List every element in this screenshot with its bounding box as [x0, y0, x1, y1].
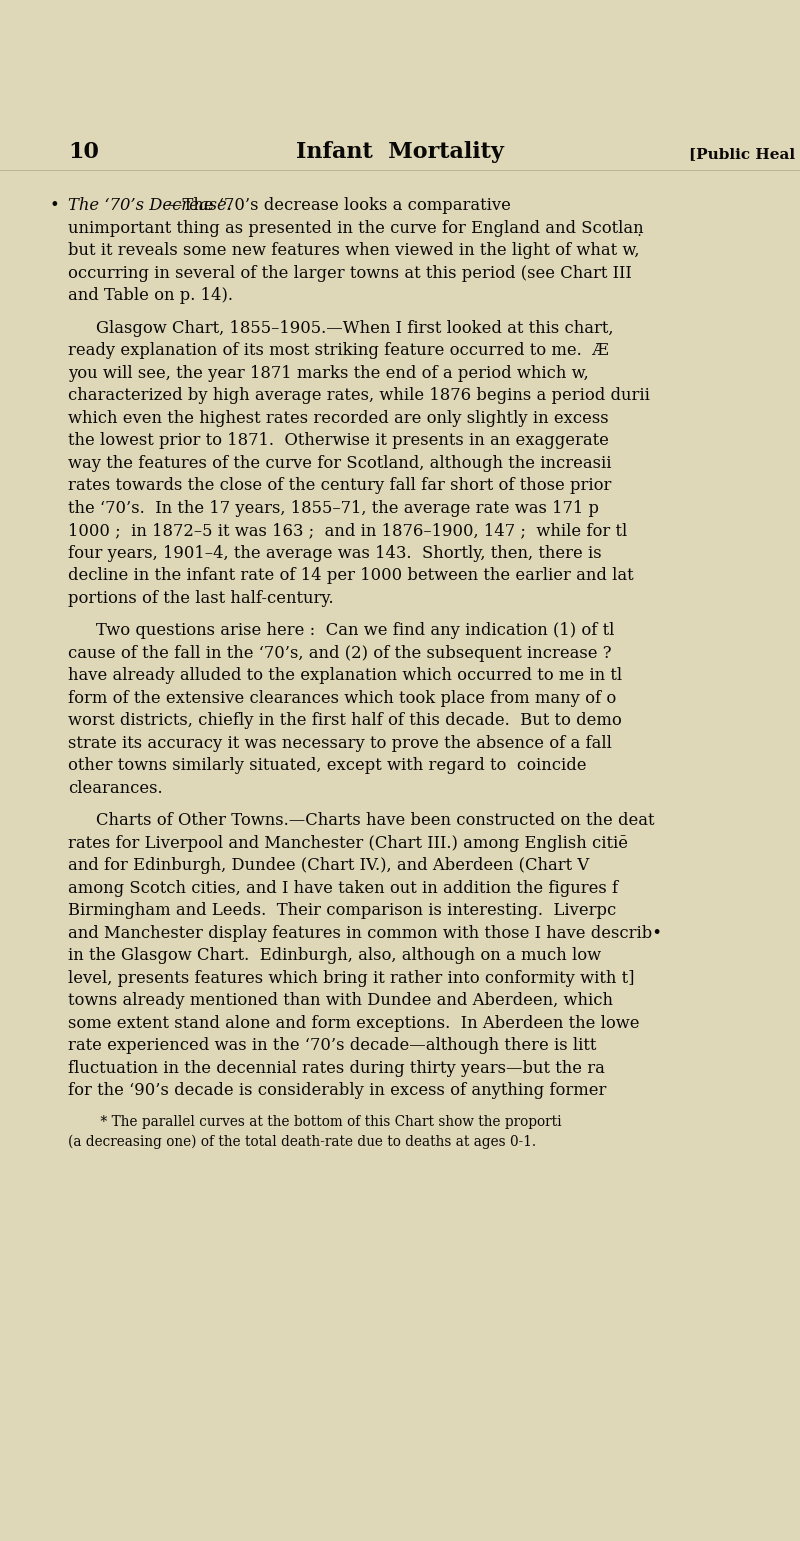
Text: Charts of Other Towns.—Charts have been constructed on the deat: Charts of Other Towns.—Charts have been … [96, 812, 654, 829]
Text: and Manchester display features in common with those I have describ•: and Manchester display features in commo… [68, 925, 662, 942]
Text: some extent stand alone and form exceptions.  In Aberdeen the lowe: some extent stand alone and form excepti… [68, 1016, 639, 1032]
Text: Birmingham and Leeds.  Their comparison is interesting.  Liverpc: Birmingham and Leeds. Their comparison i… [68, 903, 616, 920]
Text: and Table on p. 14).: and Table on p. 14). [68, 287, 233, 304]
Text: the lowest prior to 1871.  Otherwise it presents in an exaggerate: the lowest prior to 1871. Otherwise it p… [68, 431, 609, 448]
Text: rate experienced was in the ‘70’s decade—although there is litt: rate experienced was in the ‘70’s decade… [68, 1037, 596, 1054]
Text: in the Glasgow Chart.  Edinburgh, also, although on a much low: in the Glasgow Chart. Edinburgh, also, a… [68, 948, 601, 965]
Text: •: • [50, 197, 60, 214]
Text: —The ‘70’s decrease looks a comparative: —The ‘70’s decrease looks a comparative [166, 197, 511, 214]
Text: worst districts, chiefly in the first half of this decade.  But to demo: worst districts, chiefly in the first ha… [68, 712, 622, 729]
Text: for the ‘90’s decade is considerably in excess of anything former: for the ‘90’s decade is considerably in … [68, 1082, 606, 1099]
Text: which even the highest rates recorded are only slightly in excess: which even the highest rates recorded ar… [68, 410, 609, 427]
Text: decline in the infant rate of 14 per 1000 between the earlier and lat: decline in the infant rate of 14 per 100… [68, 567, 634, 584]
Text: (a decreasing one) of the total death-rate due to deaths at ages 0-1.: (a decreasing one) of the total death-ra… [68, 1134, 536, 1148]
Text: other towns similarly situated, except with regard to  coincide: other towns similarly situated, except w… [68, 757, 586, 774]
Text: cause of the fall in the ‘70’s, and (2) of the subsequent increase ?: cause of the fall in the ‘70’s, and (2) … [68, 644, 611, 661]
Text: The ‘70’s Decrease.: The ‘70’s Decrease. [68, 197, 232, 214]
Text: towns already mentioned than with Dundee and Aberdeen, which: towns already mentioned than with Dundee… [68, 992, 613, 1009]
Text: rates towards the close of the century fall far short of those prior: rates towards the close of the century f… [68, 478, 611, 495]
Text: way the features of the curve for Scotland, although the increasii: way the features of the curve for Scotla… [68, 455, 611, 472]
Text: and for Edinburgh, Dundee (Chart IV.), and Aberdeen (Chart V: and for Edinburgh, Dundee (Chart IV.), a… [68, 857, 590, 874]
Text: occurring in several of the larger towns at this period (see Chart III: occurring in several of the larger towns… [68, 265, 632, 282]
Text: 10: 10 [68, 140, 99, 163]
Text: strate its accuracy it was necessary to prove the absence of a fall: strate its accuracy it was necessary to … [68, 735, 612, 752]
Text: * The parallel curves at the bottom of this Chart show the proporti: * The parallel curves at the bottom of t… [96, 1114, 562, 1128]
Text: Infant  Mortality: Infant Mortality [296, 140, 504, 163]
Text: you will see, the year 1871 marks the end of a period which w,: you will see, the year 1871 marks the en… [68, 365, 589, 382]
Text: fluctuation in the decennial rates during thirty years—but the ra: fluctuation in the decennial rates durin… [68, 1060, 605, 1077]
Text: level, presents features which bring it rather into conformity with t]: level, presents features which bring it … [68, 969, 634, 986]
Text: rates for Liverpool and Manchester (Chart III.) among English citiē: rates for Liverpool and Manchester (Char… [68, 835, 628, 852]
Text: characterized by high average rates, while 1876 begins a period durii: characterized by high average rates, whi… [68, 387, 650, 404]
Text: [Public Heal: [Public Heal [689, 146, 795, 160]
Text: form of the extensive clearances which took place from many of o: form of the extensive clearances which t… [68, 690, 616, 707]
Text: have already alluded to the explanation which occurred to me in tl: have already alluded to the explanation … [68, 667, 622, 684]
Text: 1000 ;  in 1872–5 it was 163 ;  and in 1876–1900, 147 ;  while for tl: 1000 ; in 1872–5 it was 163 ; and in 187… [68, 522, 627, 539]
Text: four years, 1901–4, the average was 143.  Shortly, then, there is: four years, 1901–4, the average was 143.… [68, 544, 602, 561]
Text: clearances.: clearances. [68, 780, 162, 797]
Text: ready explanation of its most striking feature occurred to me.  Æ: ready explanation of its most striking f… [68, 342, 609, 359]
Text: the ‘70’s.  In the 17 years, 1855–71, the average rate was 171 p: the ‘70’s. In the 17 years, 1855–71, the… [68, 499, 599, 516]
Text: portions of the last half-century.: portions of the last half-century. [68, 590, 334, 607]
Text: Glasgow Chart, 1855–1905.—When I first looked at this chart,: Glasgow Chart, 1855–1905.—When I first l… [96, 319, 614, 336]
Text: among Scotch cities, and I have taken out in addition the figures f: among Scotch cities, and I have taken ou… [68, 880, 618, 897]
Text: but it reveals some new features when viewed in the light of what w,: but it reveals some new features when vi… [68, 242, 639, 259]
Text: Two questions arise here :  Can we find any indication (1) of tl: Two questions arise here : Can we find a… [96, 623, 614, 640]
Text: unimportant thing as presented in the curve for England and Scotlaṇ: unimportant thing as presented in the cu… [68, 219, 644, 236]
